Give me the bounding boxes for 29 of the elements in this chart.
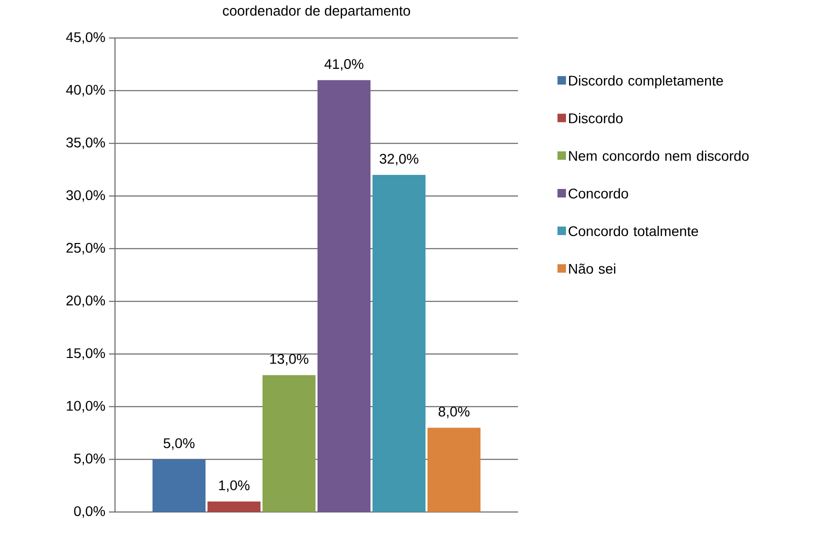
bar (427, 428, 480, 512)
bar (208, 501, 261, 512)
legend-label: Nem concordo nem discordo (569, 150, 749, 161)
bar (152, 459, 206, 512)
data-label: 8,0% (438, 406, 470, 418)
y-tick-label: 35,0% (66, 138, 105, 150)
legend-label: Não sei (569, 263, 616, 274)
data-label: 13,0% (270, 354, 308, 366)
chart-title: coordenador de departamento (222, 5, 410, 18)
legend-label: Concordo (568, 188, 628, 199)
y-tick-label: 40,0% (66, 84, 105, 96)
bar (262, 375, 316, 512)
y-tick-label: 30,0% (66, 190, 105, 202)
y-tick-label: 15,0% (66, 348, 105, 360)
data-label: 41,0% (324, 59, 364, 71)
y-tick-label: 10,0% (66, 400, 105, 412)
legend-label: Concordo totalmente (568, 226, 698, 236)
data-label: 5,0% (164, 438, 194, 450)
legend-label: Discordo (569, 112, 623, 124)
bar (318, 80, 370, 512)
data-label: 32,0% (380, 154, 418, 166)
y-tick-label: 0,0% (74, 506, 105, 518)
bar (372, 174, 426, 512)
y-tick-label: 5,0% (74, 454, 105, 466)
y-tick-label: 45,0% (66, 32, 105, 44)
data-label: 1,0% (219, 480, 250, 492)
y-tick-label: 25,0% (66, 242, 105, 254)
legend-label: Discordo completamente (569, 75, 723, 88)
y-tick-label: 20,0% (66, 296, 105, 308)
